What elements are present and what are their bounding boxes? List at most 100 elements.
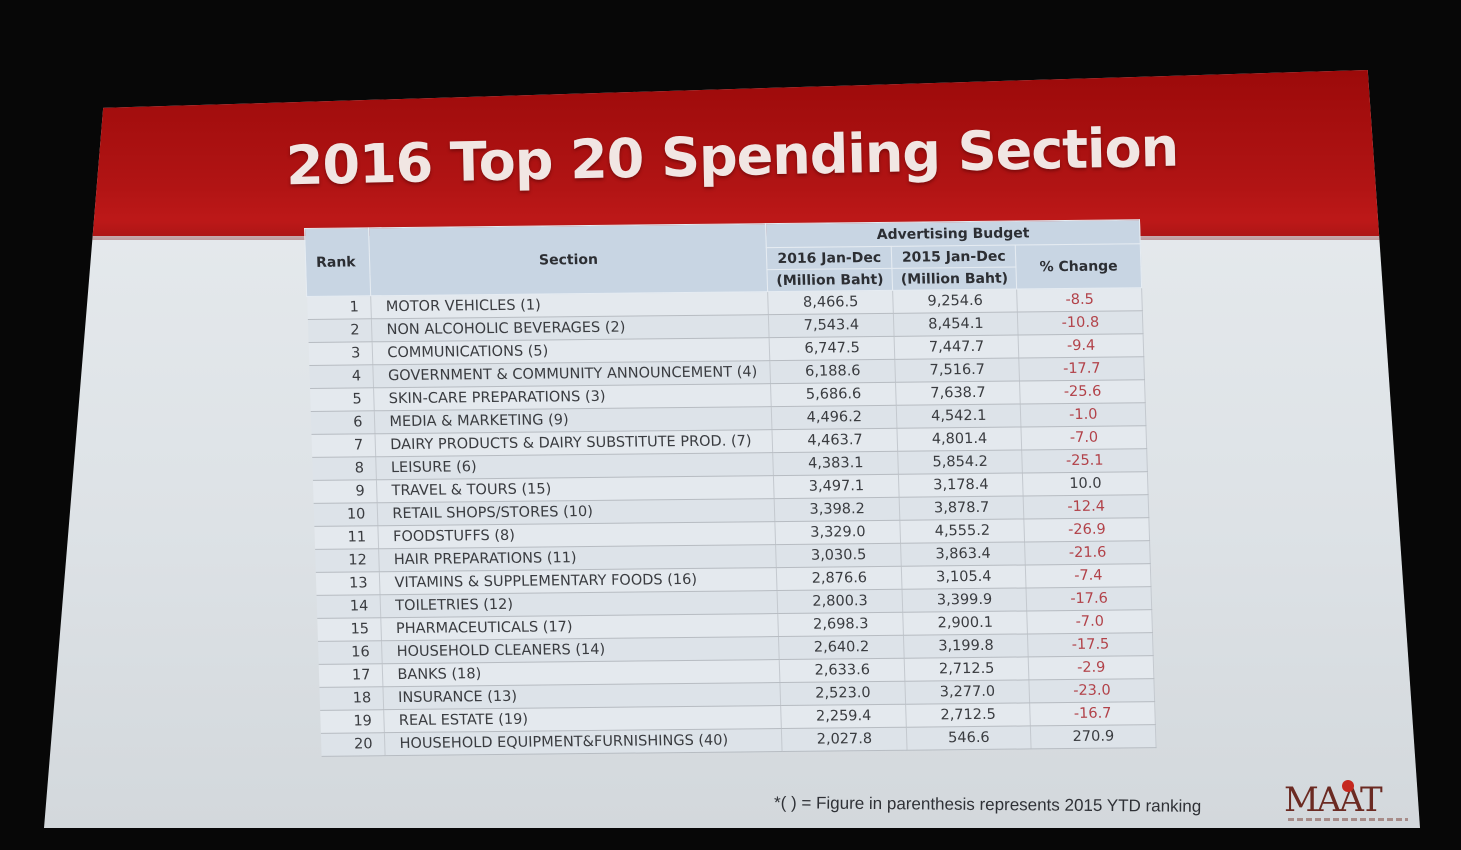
budget-2016-cell: 2,800.3 [777,589,903,614]
percent-change-cell: -7.0 [1027,609,1153,634]
rank-cell: 19 [319,709,385,734]
rank-cell: 14 [316,594,382,619]
percent-change-cell: -12.4 [1023,494,1149,519]
percent-change-cell: -21.6 [1024,540,1151,565]
budget-2015-cell: 2,900.1 [902,610,1028,636]
rank-cell: 4 [308,364,374,389]
percent-change-cell: -23.0 [1029,678,1155,703]
rank-cell: 20 [320,732,386,757]
budget-2016-cell: 3,497.1 [773,474,900,499]
header-rank: Rank [304,227,372,297]
percent-change-cell: -17.7 [1019,356,1145,382]
budget-2015-cell: 9,254.6 [892,289,1018,314]
title-banner: 2016 Top 20 Spending Section [44,70,1420,240]
percent-change-cell: -10.8 [1017,310,1144,336]
budget-2016-cell: 3,329.0 [775,520,901,545]
header-2015-line1: 2015 Jan-Dec [891,245,1017,269]
budget-2016-cell: 4,383.1 [773,451,899,476]
budget-2016-cell: 2,633.6 [779,658,905,683]
budget-2016-cell: 2,876.6 [776,566,902,591]
budget-2015-cell: 2,712.5 [905,702,1031,728]
logo-subtitle-line [1288,818,1408,821]
rank-cell: 9 [312,479,378,504]
budget-2016-cell: 5,686.6 [770,382,897,407]
rank-cell: 5 [309,387,375,412]
percent-change-cell: 10.0 [1022,471,1149,496]
maat-logo: MAAT [1284,780,1414,824]
budget-2015-cell: 7,638.7 [895,381,1021,406]
rank-cell: 15 [316,617,382,642]
percent-change-cell: -7.4 [1025,563,1152,588]
budget-2016-cell: 2,698.3 [778,612,904,637]
budget-2015-cell: 7,447.7 [894,335,1020,360]
percent-change-cell: -17.6 [1026,586,1152,611]
budget-2015-cell: 3,863.4 [900,541,1026,567]
budget-2015-cell: 7,516.7 [894,358,1020,383]
percent-change-cell: -9.4 [1018,333,1144,359]
rank-cell: 2 [307,318,373,343]
budget-2016-cell: 2,259.4 [781,704,907,729]
budget-2015-cell: 2,712.5 [904,656,1030,682]
budget-2015-cell: 4,801.4 [896,426,1023,452]
header-section: Section [368,223,769,296]
rank-cell: 8 [311,456,377,481]
rank-cell: 16 [317,640,383,665]
percent-change-cell: -17.5 [1027,632,1154,657]
header-change: % Change [1015,243,1142,290]
spending-table-container: Rank Section Advertising Budget 2016 Jan… [304,219,1157,757]
budget-2016-cell: 2,027.8 [781,727,908,752]
budget-2016-cell: 6,188.6 [770,359,896,384]
budget-2015-cell: 3,105.4 [901,564,1027,590]
budget-2016-cell: 8,466.5 [768,290,894,315]
budget-2016-cell: 4,463.7 [772,428,898,453]
budget-2015-cell: 3,178.4 [898,472,1024,498]
budget-2016-cell: 2,640.2 [778,635,905,660]
presentation-slide: 2016 Top 20 Spending Section Rank Sectio… [44,70,1420,828]
budget-2015-cell: 3,199.8 [903,633,1029,659]
header-2016-line1: 2016 Jan-Dec [766,246,892,270]
section-cell: HOUSEHOLD EQUIPMENT&FURNISHINGS (40) [384,728,783,756]
rank-cell: 12 [314,548,380,573]
budget-2016-cell: 3,030.5 [776,543,902,568]
spending-table: Rank Section Advertising Budget 2016 Jan… [304,219,1157,757]
rank-cell: 11 [313,525,379,550]
percent-change-cell: -26.9 [1024,517,1150,542]
budget-2015-cell: 3,399.9 [901,587,1028,613]
header-2015-line2: (Million Baht) [891,267,1018,291]
rank-cell: 10 [313,502,379,527]
rank-cell: 18 [318,686,385,711]
budget-2016-cell: 7,543.4 [768,313,895,338]
percent-change-cell: -7.0 [1021,425,1147,450]
budget-2015-cell: 546.6 [906,725,1032,751]
budget-2015-cell: 3,878.7 [899,495,1025,521]
percent-change-cell: -25.6 [1019,379,1146,405]
budget-2015-cell: 3,277.0 [904,679,1031,705]
rank-cell: 17 [318,663,384,688]
budget-2015-cell: 4,542.1 [896,404,1022,429]
budget-2016-cell: 4,496.2 [771,405,897,430]
rank-cell: 13 [315,571,381,596]
budget-2016-cell: 2,523.0 [780,681,906,706]
percent-change-cell: 270.9 [1030,724,1157,749]
footnote: *( ) = Figure in parenthesis represents … [773,793,1202,816]
rank-cell: 7 [310,433,377,458]
rank-cell: 1 [306,295,372,320]
logo-wordmark: MAAT [1284,780,1383,820]
logo-dot-icon [1342,780,1354,792]
percent-change-cell: -1.0 [1020,402,1146,427]
percent-change-cell: -25.1 [1022,448,1148,473]
rank-cell: 3 [308,341,374,366]
table-body: 1 MOTOR VEHICLES (1) 8,466.5 9,254.6 -8.5 2 NO… [306,287,1157,757]
budget-2015-cell: 8,454.1 [893,312,1019,337]
percent-change-cell: -2.9 [1028,655,1154,680]
budget-2015-cell: 4,555.2 [899,518,1025,544]
budget-2016-cell: 3,398.2 [774,497,900,522]
header-2016-line2: (Million Baht) [767,268,893,292]
percent-change-cell: -8.5 [1017,287,1143,313]
budget-2015-cell: 5,854.2 [897,449,1023,475]
budget-2016-cell: 6,747.5 [769,336,895,361]
slide-title: 2016 Top 20 Spending Section [285,115,1179,198]
rank-cell: 6 [310,410,376,435]
percent-change-cell: -16.7 [1030,701,1156,726]
